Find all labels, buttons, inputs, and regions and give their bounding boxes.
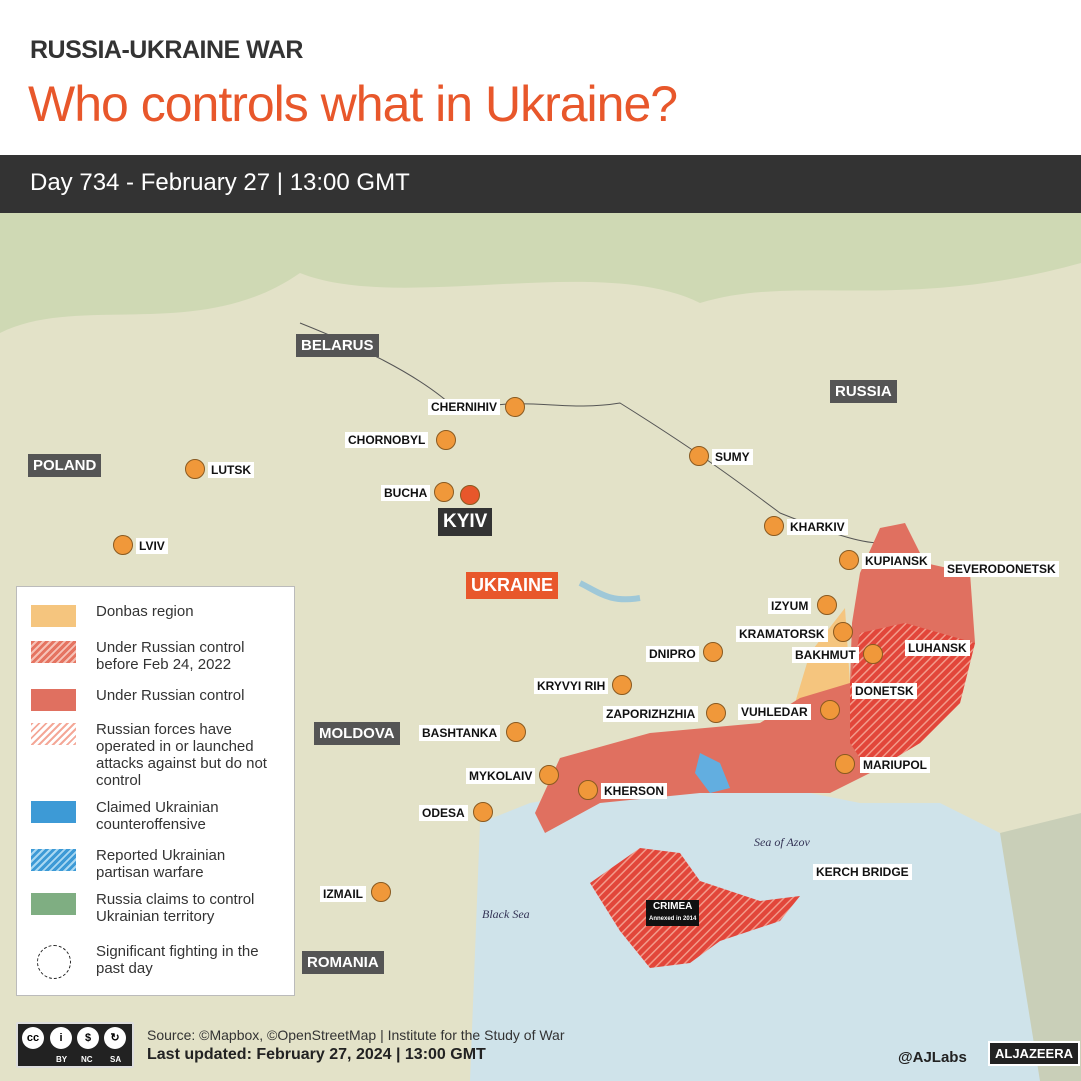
city-label: KRAMATORSK [736,626,828,642]
legend-swatch [31,893,76,915]
city-marker [820,700,840,720]
city-label: VUHLEDAR [738,704,811,720]
city-label: CHORNOBYL [345,432,429,448]
city-marker [689,446,709,466]
city-marker [436,430,456,450]
country-label-russia: RUSSIA [830,380,897,403]
capital-marker [460,485,480,505]
legend-label: Under Russian control before Feb 24, 202… [96,639,245,673]
country-label-ukraine: UKRAINE [466,572,559,599]
city-label: CHERNIHIV [428,399,501,415]
legend-label: Claimed Ukrainian counteroffensive [96,799,219,833]
cc-license-badge: cc i $ ↻ BY NC SA [16,1022,134,1068]
city-marker [835,754,855,774]
kicker: RUSSIA-UKRAINE WAR [30,36,303,64]
city-label: MYKOLAIV [466,768,536,784]
city-label: KERCH BRIDGE [813,864,912,880]
cc-icon: cc [22,1027,44,1049]
last-updated: Last updated: February 27, 2024 | 13:00 … [147,1046,486,1063]
nc-icon: $ [77,1027,99,1049]
capital-label: KYIV [438,508,493,536]
partisan-area [695,753,730,793]
dnipro-river [578,580,641,603]
license-sa: SA [110,1055,122,1064]
legend-label: Donbas region [96,603,194,620]
city-label: KRYVYI RIH [534,678,609,694]
header: RUSSIA-UKRAINE WAR Who controls what in … [0,0,1081,155]
city-label: BASHTANKA [419,725,501,741]
city-marker [505,397,525,417]
city-label: LUHANSK [905,640,970,656]
dateline-bar: Day 734 - February 27 | 13:00 GMT [0,155,1081,213]
city-marker [839,550,859,570]
legend: Donbas region Under Russian control befor… [16,586,295,996]
city-label: DONETSK [852,683,917,699]
city-marker [612,675,632,695]
legend-swatch [31,605,76,627]
city-label: ZAPORIZHZHIA [603,706,699,722]
country-label-romania: ROMANIA [302,951,384,974]
legend-label: Reported Ukrainian partisan warfare [96,847,226,881]
city-label: KHARKIV [787,519,848,535]
legend-label: Russia claims to control Ukrainian terri… [96,891,255,925]
crimea-note: Annexed in 2014 [649,916,697,922]
city-label: KHERSON [601,783,668,799]
city-label: ODESA [419,805,468,821]
legend-label: Under Russian control [96,687,245,704]
aljazeera-logo: ALJAZEERA [988,1041,1081,1066]
city-label: BAKHMUT [792,647,859,663]
city-marker [706,703,726,723]
city-marker [506,722,526,742]
country-label-poland: POLAND [28,454,102,477]
city-marker [434,482,454,502]
country-label-moldova: MOLDOVA [314,722,400,745]
city-label: SUMY [712,449,753,465]
city-marker [185,459,205,479]
by-icon: i [50,1027,72,1049]
page-title: Who controls what in Ukraine? [28,76,678,132]
legend-swatch [31,723,76,745]
source: Source: ©Mapbox, ©OpenStreetMap | Instit… [147,1027,565,1043]
legend-swatch [31,849,76,871]
legend-swatch [31,689,76,711]
city-marker [578,780,598,800]
forest-area [0,213,1081,333]
city-label: DNIPRO [646,646,699,662]
city-marker [113,535,133,555]
city-marker [539,765,559,785]
city-label: IZYUM [768,598,812,614]
crimea-name: CRIMEA [652,901,693,912]
city-marker [703,642,723,662]
handle: @AJLabs [898,1049,967,1066]
legend-swatch [31,641,76,663]
crimea-label: CRIMEA Annexed in 2014 [646,900,700,926]
city-marker [833,622,853,642]
sa-icon: ↻ [104,1027,126,1049]
city-marker [371,882,391,902]
city-label: LUTSK [208,462,254,478]
black-sea [470,783,1081,1081]
sea-of-azov-label: Sea of Azov [754,835,810,849]
city-label: BUCHA [381,485,431,501]
country-label-belarus: BELARUS [296,334,379,357]
dateline: Day 734 - February 27 | 13:00 GMT [30,169,410,196]
city-marker [764,516,784,536]
city-marker [817,595,837,615]
legend-swatch [31,801,76,823]
city-label: KUPIANSK [862,553,931,569]
license-nc: NC [81,1055,93,1064]
license-by: BY [56,1055,68,1064]
city-label: MARIUPOL [860,757,930,773]
city-marker [473,802,493,822]
city-label: IZMAIL [320,886,366,902]
city-label: SEVERODONETSK [944,561,1059,577]
caucasus-land [1000,813,1081,1081]
city-label: LVIV [136,538,168,554]
legend-swatch [37,945,71,979]
city-marker [863,644,883,664]
legend-label: Russian forces have operated in or launc… [96,721,267,789]
black-sea-label: Black Sea [482,907,530,921]
legend-label: Significant fighting in the past day [96,943,259,977]
